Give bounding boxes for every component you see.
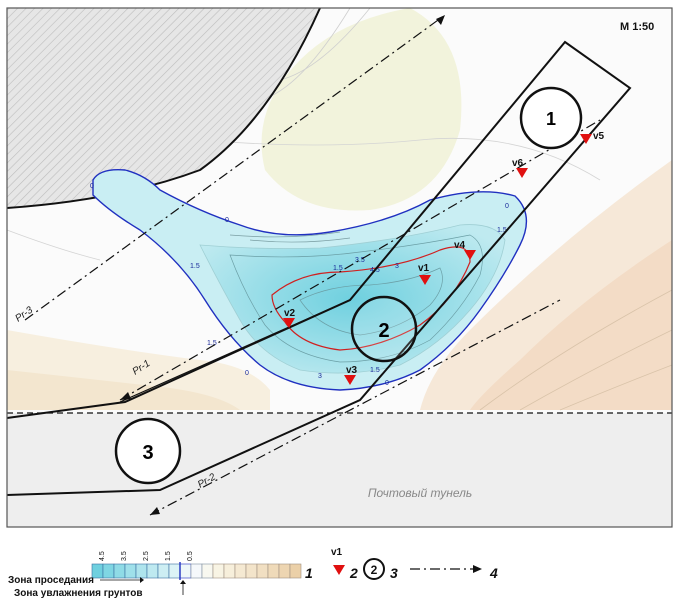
contour-label: 0 [225, 217, 229, 224]
legend-pointer-arrow-moistening [180, 580, 186, 584]
legend-tick: 4.5 [99, 551, 106, 561]
marker-v1 [419, 275, 431, 285]
legend: 4.5 3.5 2.5 1.5 0.5 1 v1 2 2 3 4 Зона пр… [8, 547, 498, 599]
legend-caption-moistening: Зона увлажнения грунтов [14, 588, 143, 599]
marker-v6 [516, 168, 528, 178]
marker-labels: v1 v2 v3 v4 v5 v6 [284, 131, 605, 376]
map-border [6, 7, 673, 528]
legend-tick: 1.5 [165, 551, 172, 561]
zone-circle-1-label: 1 [546, 109, 556, 129]
legend-tick: 3.5 [121, 551, 128, 561]
marker-label-v3: v3 [346, 365, 358, 376]
legend-sample-zone-label: 2 [371, 563, 378, 577]
marker-v2 [283, 318, 295, 328]
legend-scale-ticks: 4.5 3.5 2.5 1.5 0.5 [99, 551, 194, 561]
background-contours [6, 7, 673, 411]
contour-label: 3 [318, 373, 322, 380]
marker-label-v6: v6 [512, 158, 524, 169]
measurement-markers [283, 134, 592, 385]
legend-color-scale [91, 562, 302, 580]
tunnel-area [7, 413, 672, 527]
zone-circle-2-label: 2 [378, 320, 389, 342]
legend-item-2-number: 2 [349, 565, 358, 581]
contour-label: 0 [90, 183, 94, 190]
legend-caption-subsidence: Зона проседания [8, 575, 94, 586]
legend-tick: 2.5 [143, 551, 150, 561]
zone-circle-3: 3 [114, 417, 182, 485]
tunnel-label: Почтовый тунель [368, 486, 472, 500]
contour-label: 3 [395, 263, 399, 270]
contour-label: 0 [245, 370, 249, 377]
marker-label-v2: v2 [284, 308, 296, 319]
contour-label: 1.5 [333, 265, 343, 272]
profile-arrowheads [120, 15, 445, 515]
legend-zone-circle-icon [363, 558, 385, 580]
moistening-zone [92, 169, 528, 391]
zone-outlines [6, 40, 632, 496]
zone-circle-1: 1 [519, 86, 583, 150]
marker-label-v5: v5 [593, 131, 605, 142]
legend-arrow-icon [473, 565, 482, 573]
contour-label: 1.5 [497, 227, 507, 234]
contour-label: 3.5 [355, 257, 365, 264]
legend-marker-icon [333, 565, 345, 575]
contour-label: 0 [385, 380, 389, 387]
marker-v3 [344, 375, 356, 385]
marker-label-v1: v1 [418, 263, 430, 274]
legend-item-4-number: 4 [489, 565, 498, 581]
building-outline [6, 7, 321, 209]
contour-label: 1.5 [207, 340, 217, 347]
marker-v5 [580, 134, 592, 144]
contour-label: 1.5 [190, 263, 200, 270]
marker-v4 [464, 250, 476, 260]
marker-label-v4: v4 [454, 240, 466, 251]
legend-pointer-arrow-subsidence [140, 577, 144, 583]
scale-label: M 1:50 [620, 21, 654, 33]
contour-label: 1.5 [370, 367, 380, 374]
contour-label: 0 [505, 203, 509, 210]
legend-tick: 0.5 [187, 551, 194, 561]
profile-lines [24, 14, 601, 516]
legend-item-1-number: 1 [305, 565, 313, 581]
zone-circle-2: 2 [350, 295, 418, 363]
legend-sample-point-label: v1 [331, 547, 343, 558]
building-hatched-area [7, 8, 320, 208]
zone-circle-3-label: 3 [142, 442, 153, 464]
legend-item-3-number: 3 [390, 565, 398, 581]
